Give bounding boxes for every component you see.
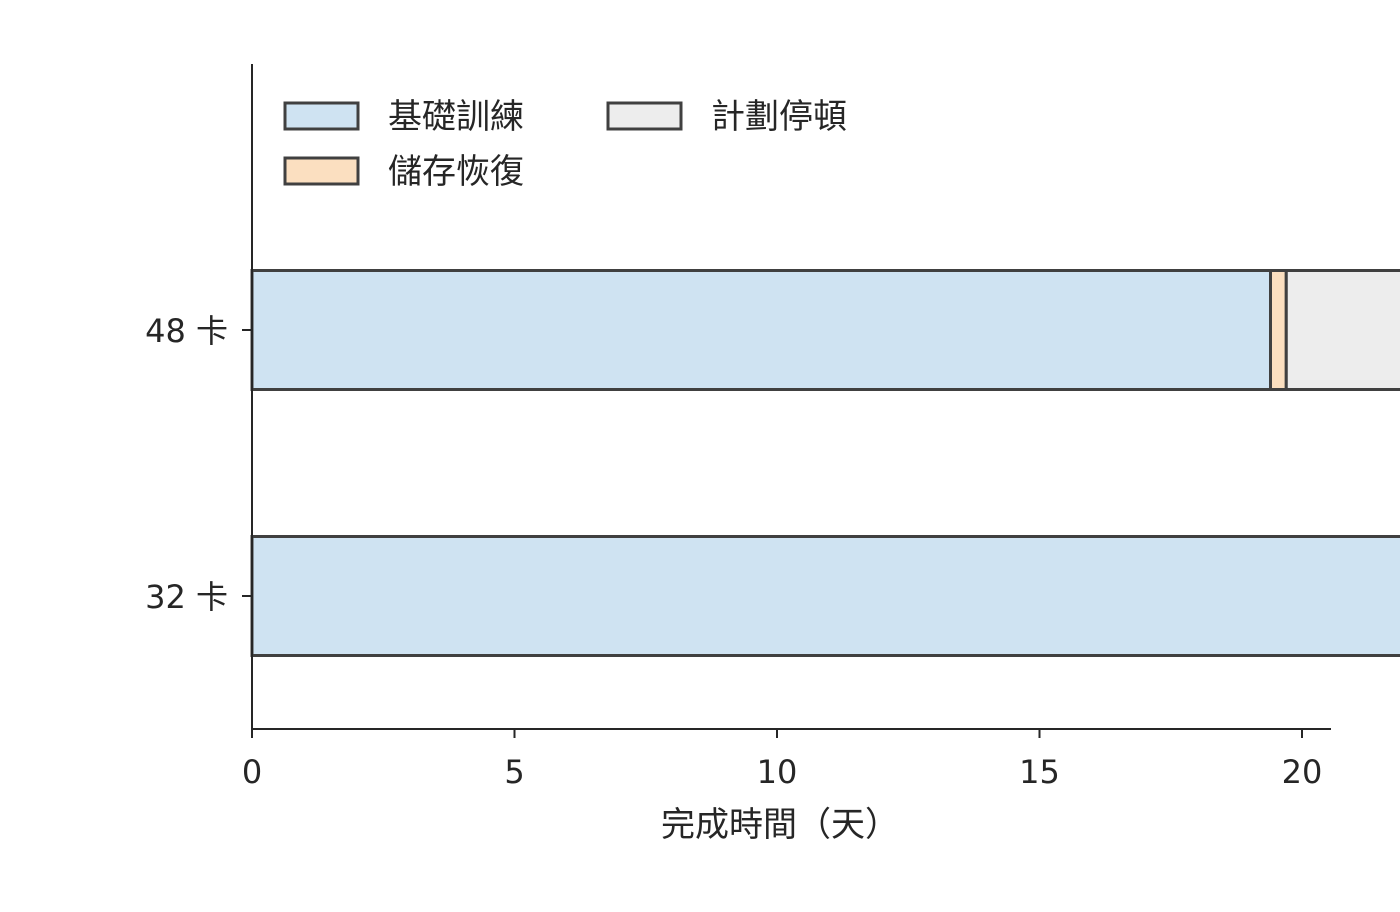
y-ticks-layer: 48 卡 32 卡 (145, 312, 252, 616)
y-tick-label-1: 48 卡 (145, 312, 228, 350)
legend-swatch-2 (283, 156, 360, 186)
legend-swatch-3 (606, 101, 683, 131)
bar-segment-1-2 (1269, 269, 1288, 391)
x-tick-label-5: 5 (504, 753, 524, 791)
bars-layer (250, 269, 1400, 657)
x-ticks-layer: 0510152025303540 (242, 729, 1323, 791)
x-tick-label-10: 10 (757, 753, 798, 791)
bar-segment-1-1 (250, 269, 1272, 391)
legend-label-1: 基礎訓練 (388, 97, 524, 137)
bar-segment-1-3 (1284, 269, 1400, 391)
x-tick-label-0: 0 (242, 753, 262, 791)
legend-label-3: 計劃停頓 (711, 97, 847, 137)
legend-swatch-1 (283, 101, 360, 131)
axes-layer (251, 64, 1331, 730)
bar-segment-2-1 (250, 535, 1400, 657)
x-tick-label-20: 20 (1282, 753, 1323, 791)
x-tick-label-15: 15 (1019, 753, 1060, 791)
x-axis-title: 完成時間（天） (661, 805, 899, 845)
y-tick-label-2: 32 卡 (145, 578, 228, 616)
legend-label-2: 儲存恢復 (388, 152, 524, 192)
